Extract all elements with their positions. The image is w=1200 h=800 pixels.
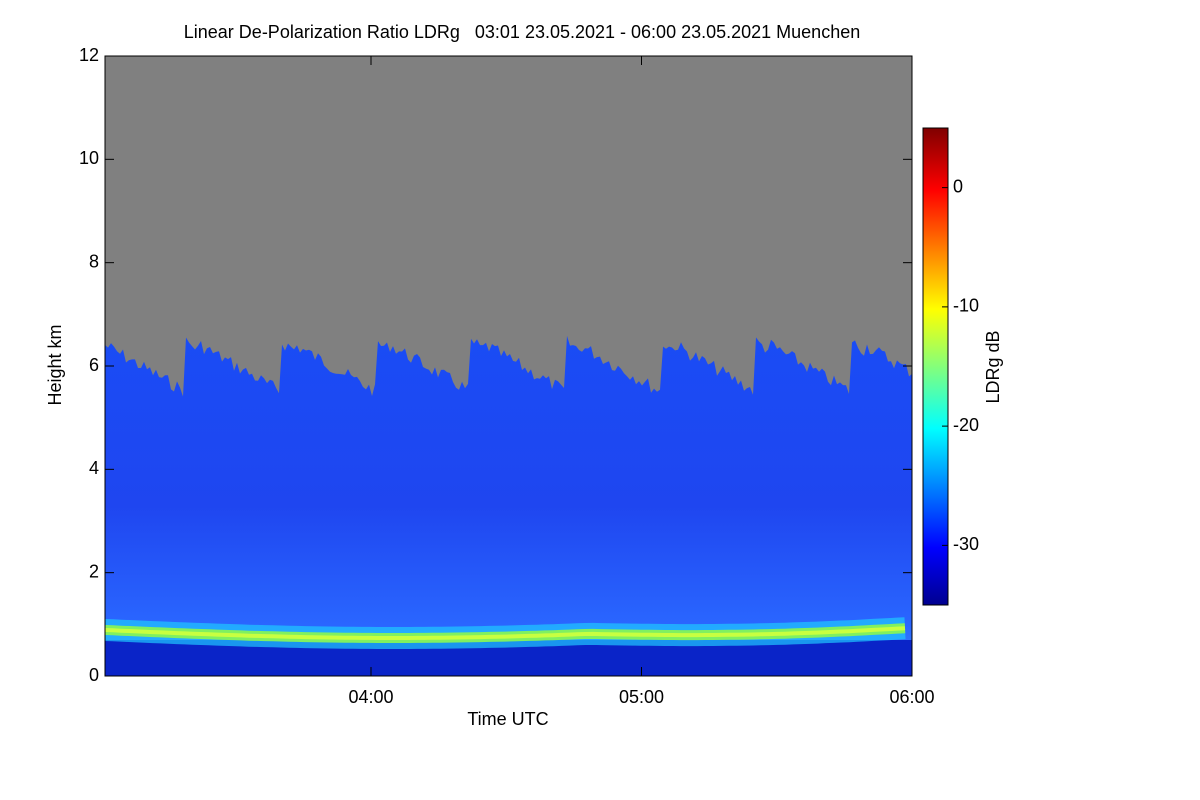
y-tick-label: 8 <box>89 251 99 271</box>
y-axis-label: Height km <box>45 324 65 405</box>
y-tick-label: 12 <box>79 45 99 65</box>
colorbar <box>922 127 949 606</box>
colorbar-tick-label: 0 <box>953 176 963 196</box>
y-tick-label: 2 <box>89 561 99 581</box>
x-tick-label: 04:00 <box>348 687 393 707</box>
colorbar-label: LDRg dB <box>983 330 1003 403</box>
x-tick-label: 06:00 <box>889 687 934 707</box>
colorbar-tick-label: -20 <box>953 415 979 435</box>
y-tick-label: 6 <box>89 355 99 375</box>
y-tick-label: 0 <box>89 665 99 685</box>
y-tick-label: 10 <box>79 148 99 168</box>
colorbar-tick-label: -10 <box>953 296 979 316</box>
signal-area <box>105 335 912 676</box>
x-axis-label: Time UTC <box>467 709 548 729</box>
aerosol-layer-core <box>105 626 906 640</box>
field <box>105 56 912 676</box>
y-tick-label: 4 <box>89 458 99 478</box>
colorbar-tick-label: -30 <box>953 534 979 554</box>
x-tick-label: 05:00 <box>619 687 664 707</box>
chart-title: Linear De-Polarization Ratio LDRg 03:01 … <box>184 22 860 42</box>
